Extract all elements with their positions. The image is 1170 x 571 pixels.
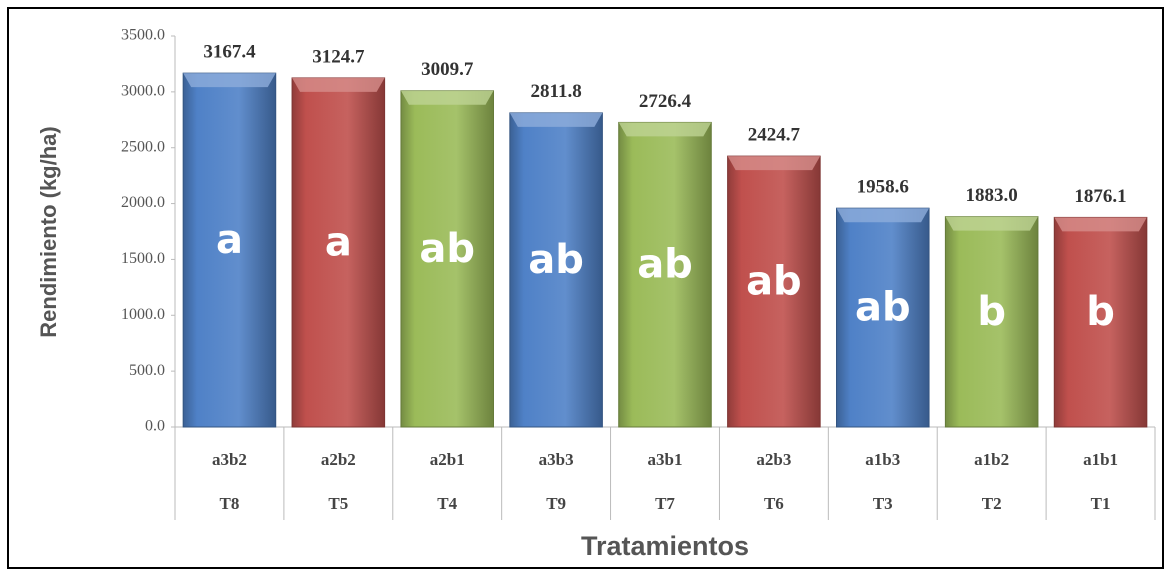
value-label: 2424.7	[748, 124, 801, 145]
bar-annotation: ab	[637, 242, 693, 288]
value-label: 3124.7	[312, 46, 365, 67]
bar-annotation: ab	[855, 285, 911, 331]
value-label: 2726.4	[639, 91, 692, 112]
x-tick-sublabel: T4	[437, 494, 457, 513]
bar-cap	[836, 208, 930, 223]
x-tick-sublabel: T6	[764, 494, 784, 513]
value-label: 1883.0	[966, 185, 1018, 206]
bar	[182, 72, 277, 428]
bar-cap	[618, 122, 712, 137]
x-tick-sublabel: T1	[1091, 494, 1111, 513]
bar-cap	[183, 73, 276, 88]
bar-cap	[727, 156, 821, 171]
y-tick-label: 2500.0	[121, 138, 165, 155]
bar	[836, 207, 930, 428]
x-tick-label: a1b2	[974, 450, 1009, 469]
bar	[944, 216, 1039, 428]
y-axis-title: Rendimiento (kg/ha)	[36, 126, 61, 337]
bar	[1053, 216, 1148, 428]
bar	[618, 121, 712, 428]
bar-annotation: b	[977, 289, 1006, 335]
x-tick-sublabel: T5	[328, 494, 348, 513]
chart-border	[7, 7, 1164, 569]
y-tick-label: 3000.0	[121, 83, 165, 100]
bar-annotation: ab	[528, 237, 584, 283]
x-tick-sublabel: T7	[655, 494, 675, 513]
bar-cap	[292, 77, 385, 92]
bar-cap	[509, 112, 603, 127]
x-tick-label: a3b3	[539, 450, 574, 469]
bar-cap	[400, 90, 494, 105]
x-tick-label: a2b3	[756, 450, 791, 469]
bar-annotation: a	[216, 217, 243, 263]
x-tick-sublabel: T8	[220, 494, 240, 513]
value-label: 1958.6	[857, 177, 909, 198]
x-tick-sublabel: T2	[982, 494, 1002, 513]
bar-annotation: ab	[746, 259, 802, 305]
bar-annotation: ab	[419, 226, 475, 272]
y-tick-label: 0.0	[145, 418, 165, 435]
value-label: 1876.1	[1074, 186, 1126, 207]
y-tick-label: 1500.0	[121, 250, 165, 267]
x-tick-sublabel: T9	[546, 494, 566, 513]
y-tick-label: 3500.0	[121, 27, 165, 44]
bar	[727, 155, 821, 428]
bar	[400, 90, 495, 428]
bar-annotation: a	[325, 219, 352, 265]
x-tick-sublabel: T3	[873, 494, 893, 513]
value-label: 2811.8	[531, 81, 582, 102]
x-tick-label: a1b1	[1083, 450, 1118, 469]
value-label: 3009.7	[421, 59, 474, 80]
bar	[291, 77, 386, 428]
x-axis-title: Tratamientos	[581, 531, 749, 561]
x-tick-label: a1b3	[865, 450, 900, 469]
x-tick-label: a3b1	[648, 450, 683, 469]
y-tick-label: 500.0	[129, 362, 165, 379]
bar-cap	[1054, 217, 1147, 232]
bar-annotation: b	[1086, 289, 1115, 335]
x-tick-label: a2b1	[430, 450, 465, 469]
x-tick-label: a2b2	[321, 450, 356, 469]
x-tick-label: a3b2	[212, 450, 247, 469]
bar-cap	[945, 216, 1038, 231]
y-tick-label: 2000.0	[121, 194, 165, 211]
bar	[509, 112, 603, 428]
value-label: 3167.4	[203, 42, 256, 63]
y-tick-label: 1000.0	[121, 306, 165, 323]
